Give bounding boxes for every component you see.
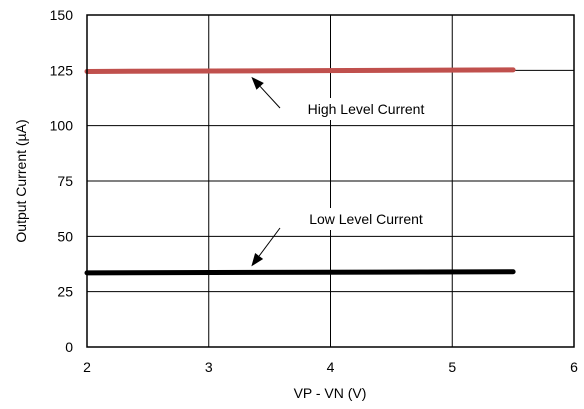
y-tick-label: 100 xyxy=(50,118,74,134)
annotation-arrow-head xyxy=(251,76,264,90)
y-tick-label: 25 xyxy=(57,284,73,300)
series-line-high-level-current xyxy=(84,67,516,74)
x-tick-label: 4 xyxy=(327,359,335,375)
y-axis-title: Output Current (µA) xyxy=(13,119,29,242)
annotation-low-level-current: Low Level Current xyxy=(309,211,423,227)
annotation-arrow-line xyxy=(259,86,281,109)
series-layer xyxy=(84,67,516,276)
x-axis-title: VP - VN (V) xyxy=(294,385,367,401)
x-axis-ticks: 2 3 4 5 6 xyxy=(83,359,578,375)
y-tick-label: 75 xyxy=(57,173,73,189)
annotation-arrow-line xyxy=(258,227,281,257)
y-tick-label: 125 xyxy=(50,62,74,78)
y-tick-label: 150 xyxy=(50,7,74,23)
y-tick-label: 50 xyxy=(57,228,73,244)
annotation-background xyxy=(301,98,431,120)
plot-frame xyxy=(86,14,575,348)
annotation-arrow-head xyxy=(251,253,264,267)
y-tick-label: 0 xyxy=(65,339,73,355)
x-tick-label: 6 xyxy=(570,359,578,375)
x-tick-label: 2 xyxy=(83,359,91,375)
series-line-low-level-current xyxy=(84,269,516,276)
annotations: High Level Current Low Level Current xyxy=(251,76,431,267)
x-tick-label: 5 xyxy=(448,359,456,375)
annotation-background xyxy=(303,208,429,230)
x-tick-label: 3 xyxy=(205,359,213,375)
y-axis-ticks: 0 25 50 75 100 125 150 xyxy=(50,7,74,355)
annotation-high-level-current: High Level Current xyxy=(308,101,425,117)
